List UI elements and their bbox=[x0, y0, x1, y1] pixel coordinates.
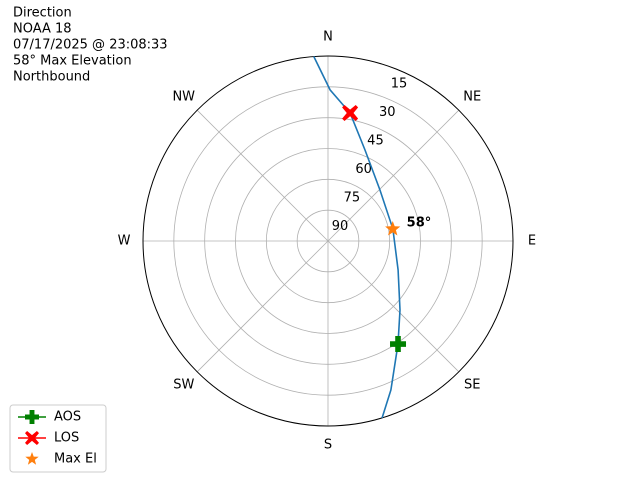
r-tick-label: 60 bbox=[355, 162, 372, 177]
grid-ring bbox=[296, 209, 360, 273]
theta-tick-label: NE bbox=[463, 89, 481, 104]
title-line: Direction bbox=[13, 6, 72, 21]
grid-ring bbox=[204, 117, 452, 365]
marker bbox=[342, 105, 359, 121]
r-tick-label: 30 bbox=[379, 105, 396, 120]
theta-tick-label: NW bbox=[172, 89, 195, 104]
legend-label: Max El bbox=[54, 452, 97, 467]
r-tick-label: 45 bbox=[367, 134, 384, 149]
marker bbox=[385, 221, 401, 236]
marker bbox=[390, 336, 407, 353]
title-line: 07/17/2025 @ 23:08:33 bbox=[13, 38, 168, 53]
title-line: 58° Max Elevation bbox=[13, 54, 132, 69]
theta-tick-label: SE bbox=[464, 378, 480, 393]
title-line: Northbound bbox=[13, 70, 90, 85]
grid-ring bbox=[235, 148, 421, 334]
value-label: 58° bbox=[407, 216, 432, 231]
legend-label: AOS bbox=[54, 410, 81, 425]
title-line: NOAA 18 bbox=[13, 22, 72, 37]
theta-tick-label: SW bbox=[173, 378, 194, 393]
legend-marker bbox=[25, 410, 39, 424]
outer-ring bbox=[142, 55, 514, 427]
legend-marker bbox=[25, 431, 39, 445]
grid-ring bbox=[265, 178, 391, 304]
r-tick-label: 90 bbox=[332, 219, 349, 234]
legend: AOS LOS Max El bbox=[9, 404, 107, 473]
theta-tick-label: N bbox=[323, 30, 333, 45]
theta-tick-label: W bbox=[118, 234, 131, 249]
theta-tick-label: S bbox=[324, 438, 332, 453]
theta-tick-label: E bbox=[528, 234, 536, 249]
legend-label: LOS bbox=[54, 431, 79, 446]
legend-marker bbox=[25, 452, 39, 465]
r-tick-label: 75 bbox=[344, 191, 361, 206]
r-tick-label: 15 bbox=[391, 77, 408, 92]
